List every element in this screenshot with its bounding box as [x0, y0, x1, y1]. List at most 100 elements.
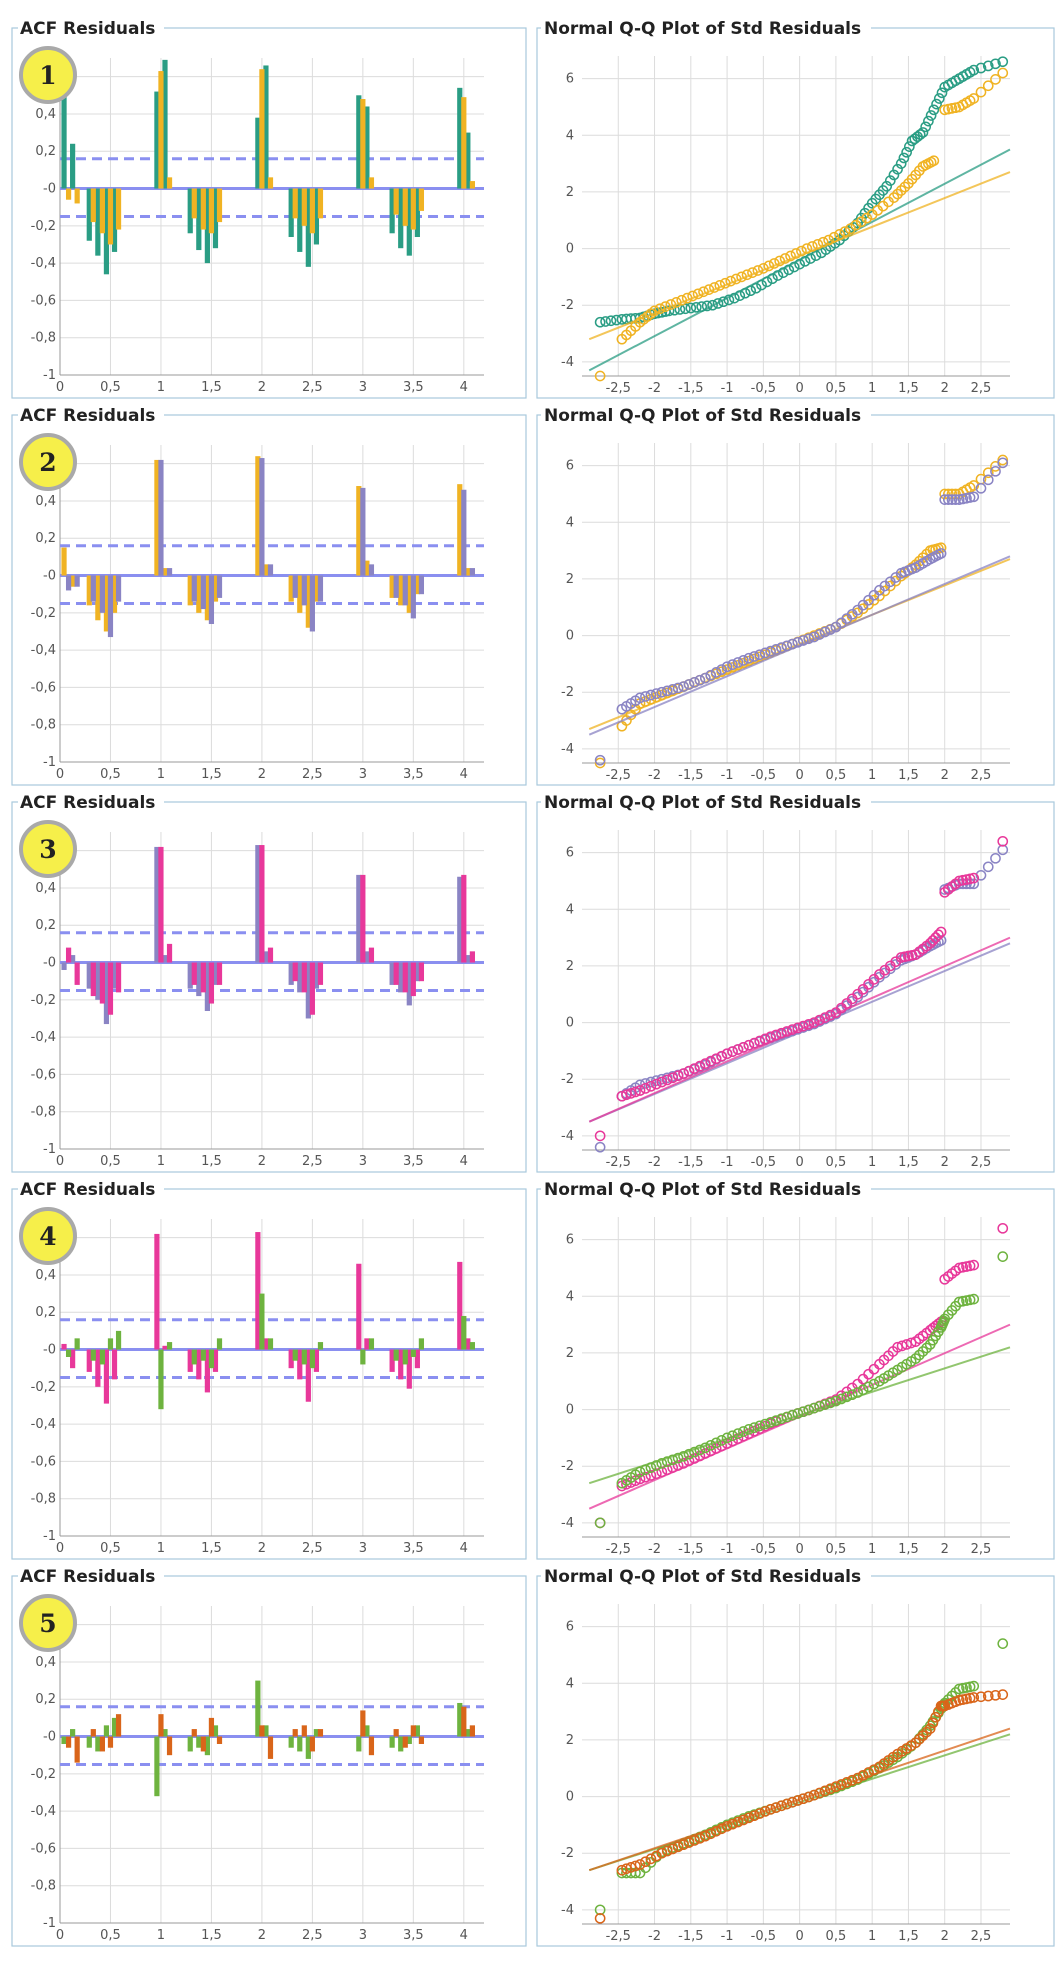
qq-point: [725, 275, 737, 287]
qq-point: [672, 1841, 684, 1853]
qq-point: [927, 935, 939, 946]
qq-point: [683, 1448, 695, 1460]
acf-bar: [158, 846, 164, 963]
qq-point: [754, 1808, 766, 1819]
qq-point: [667, 1454, 679, 1466]
acf-bar: [196, 962, 202, 997]
qq-y-tick-label: 2: [566, 572, 574, 587]
qq-point: [792, 1795, 804, 1806]
acf-bar: [162, 568, 168, 576]
acf-bar: [99, 1736, 105, 1752]
acf-bar: [288, 575, 294, 602]
acf-bar: [364, 1725, 370, 1737]
acf-bar: [74, 1736, 80, 1763]
acf-x-tick-label: 1,5: [201, 1541, 222, 1556]
qq-x-tick-label: -0,5: [751, 1542, 776, 1557]
qq-point: [846, 1389, 858, 1401]
acf-bar: [402, 1736, 408, 1748]
acf-bar: [61, 72, 67, 189]
qq-point: [678, 1839, 689, 1851]
acf-bar: [309, 1349, 315, 1369]
qq-point: [841, 1391, 853, 1403]
qq-point: [750, 282, 762, 294]
qq-point: [645, 1076, 657, 1088]
acf-bar: [74, 188, 80, 204]
qq-point: [803, 1791, 815, 1803]
acf-y-tick-label: -0,4: [31, 643, 56, 658]
qq-point: [968, 64, 980, 76]
acf-bar: [465, 132, 471, 189]
acf-bar: [216, 962, 223, 985]
qq-point: [796, 245, 807, 257]
acf-y-tick-label: -0,2: [31, 606, 56, 621]
acf-bar: [259, 69, 265, 189]
acf-panel: ACF Residuals00,511,522,533,540,60,40,2-…: [11, 16, 527, 399]
qq-x-tick-label: 1: [868, 1929, 876, 1944]
qq-point: [825, 624, 836, 635]
acf-bar: [305, 188, 311, 267]
acf-bar: [402, 188, 408, 226]
acf-bar: [103, 188, 110, 275]
acf-x-tick-label: 2,5: [302, 1541, 323, 1556]
acf-bar: [364, 951, 370, 963]
qq-series: [588, 835, 1011, 1153]
qq-point: [743, 1812, 755, 1824]
acf-bar: [309, 962, 315, 1015]
acf-bar: [461, 97, 467, 189]
qq-point: [694, 1444, 706, 1456]
qq-point: [645, 1470, 657, 1481]
qq-point: [721, 1048, 733, 1060]
qq-point: [732, 1816, 744, 1828]
qq-point: [990, 852, 1001, 864]
acf-bar: [457, 87, 463, 189]
qq-y-tick-label: 6: [566, 846, 574, 861]
qq-point: [640, 1471, 651, 1483]
acf-y-tick-label: -0: [43, 956, 56, 971]
acf-bar: [111, 1349, 118, 1380]
acf-y-tick-label: -1: [43, 1529, 56, 1544]
qq-point: [779, 253, 791, 264]
acf-bar: [309, 1736, 315, 1752]
qq-point: [968, 491, 980, 503]
qq-point: [721, 661, 733, 673]
acf-bar: [208, 1349, 215, 1369]
qq-x-tick-label: 1: [868, 381, 876, 396]
qq-point: [651, 1078, 662, 1090]
qq-panel-frame: [536, 27, 1055, 399]
acf-x-tick-label: 0,5: [100, 767, 121, 782]
acf-bar: [99, 1349, 105, 1365]
acf-bar: [61, 1736, 67, 1744]
qq-point: [935, 548, 947, 559]
acf-bar: [191, 1349, 197, 1365]
qq-point: [898, 152, 910, 164]
acf-bar: [95, 962, 101, 1000]
acf-bar: [360, 1349, 366, 1365]
qq-point: [716, 1050, 727, 1062]
acf-bar: [301, 1725, 307, 1737]
row-number-badge: 1: [19, 46, 77, 104]
acf-bar: [393, 962, 399, 985]
acf-x-tick-label: 0,5: [100, 1928, 121, 1943]
qq-y-tick-label: 4: [566, 128, 574, 143]
qq-point: [656, 1847, 668, 1859]
acf-bar: [200, 188, 206, 230]
qq-point: [770, 644, 782, 655]
qq-point: [924, 937, 936, 949]
qq-point: [787, 638, 798, 650]
acf-panel: ACF Residuals00,511,522,533,540,60,40,2-…: [11, 403, 527, 786]
acf-bar: [90, 575, 96, 602]
qq-x-tick-label: -1: [721, 768, 734, 783]
badge-circle: [19, 46, 77, 104]
qq-point: [884, 175, 896, 186]
acf-y-tick-label: 0,4: [35, 494, 56, 509]
acf-bar: [255, 456, 261, 576]
qq-point: [975, 62, 987, 74]
acf-y-tick-label: -0,2: [31, 1380, 56, 1395]
qq-y-tick-label: 4: [566, 1676, 574, 1691]
acf-bar: [166, 943, 173, 963]
acf-bar: [263, 1725, 269, 1737]
qq-point: [594, 1517, 606, 1529]
qq-x-tick-label: 0,5: [826, 1929, 847, 1944]
diagnostic-row-3: ACF Residuals00,511,522,533,540,60,40,2-…: [11, 790, 1055, 1173]
qq-point: [933, 93, 945, 104]
